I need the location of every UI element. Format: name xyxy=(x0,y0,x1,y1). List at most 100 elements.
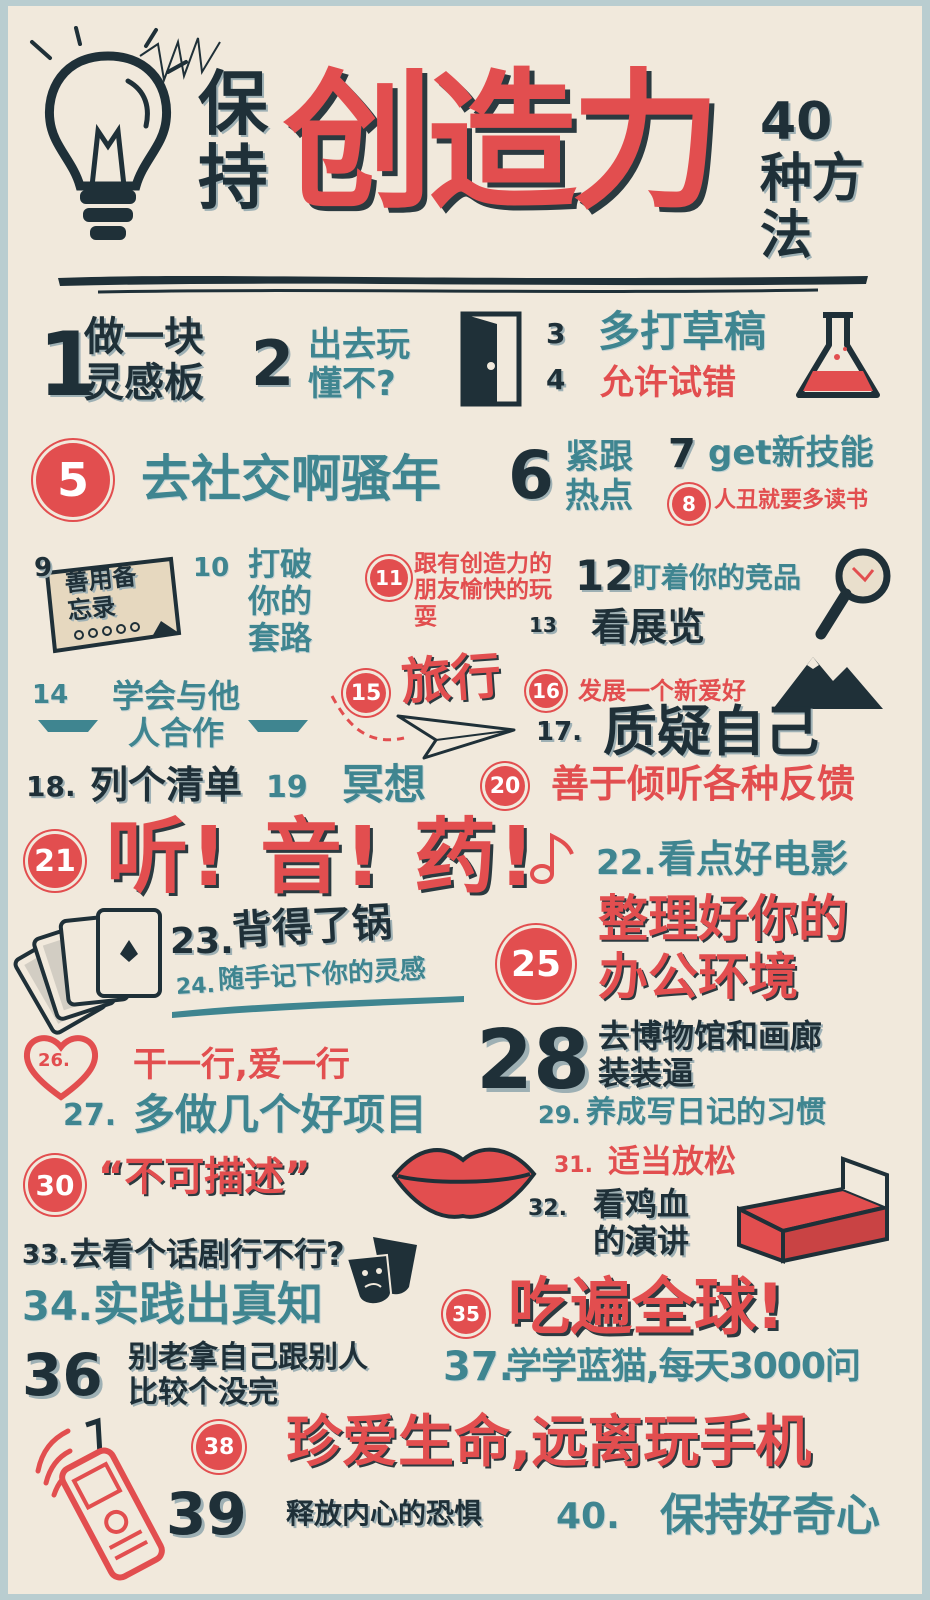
item-23-num: 23. xyxy=(170,921,234,962)
item-3-text: 多打草稿 xyxy=(598,307,767,356)
item-37-text: 学学蓝猫,每天3000问 xyxy=(506,1346,861,1387)
playing-cards-icon xyxy=(13,908,162,1035)
item-19-text: 冥想 xyxy=(342,760,427,809)
item-27-text: 多做几个好项目 xyxy=(133,1090,428,1139)
item-8-badge: 8 xyxy=(672,487,706,521)
item-10-text: 打破你的套路 xyxy=(248,545,313,657)
title-main: 创造力 xyxy=(283,56,721,230)
item-6-num: 6 xyxy=(508,437,554,514)
item-25-badge: 25 xyxy=(500,928,572,1000)
item-40-num: 40. xyxy=(556,1496,620,1537)
item-35-badge: 35 xyxy=(446,1294,486,1334)
item-6-text: 紧跟热点 xyxy=(565,437,633,517)
item-14-text: 学会与他人合作 xyxy=(111,677,240,752)
phone-icon xyxy=(35,1417,165,1581)
item-12-num: 12 xyxy=(575,551,634,600)
bed-icon xyxy=(737,1156,889,1264)
item-40-text: 保持好奇心 xyxy=(660,1490,880,1541)
item-33-text: 去看个话剧行不行? xyxy=(70,1235,345,1273)
underline-stroke-icon xyxy=(172,996,464,1018)
item-33-num: 33. xyxy=(22,1240,69,1270)
item-17-text: 质疑自己 xyxy=(603,700,819,763)
door-icon xyxy=(460,311,522,407)
item-26-num: 26. xyxy=(38,1050,70,1071)
item-29-text: 养成写日记的习惯 xyxy=(586,1095,826,1130)
item-9-num: 9 xyxy=(34,553,53,583)
item-7-text: get新技能 xyxy=(708,433,874,473)
item-30-badge: 30 xyxy=(28,1158,82,1212)
item-20-text: 善于倾听各种反馈 xyxy=(551,762,856,806)
item-22-text: 看点好电影 xyxy=(658,837,849,881)
item-4-text: 允许试错 xyxy=(600,363,736,403)
item-38-text: 珍爱生命,远离玩手机 xyxy=(286,1410,812,1475)
item-5-badge: 5 xyxy=(36,443,110,517)
item-26-text: 干一行,爱一行 xyxy=(133,1045,350,1085)
divider-brushstroke xyxy=(58,276,868,294)
title-right: 40种方法 xyxy=(760,92,865,267)
lightbulb-icon xyxy=(30,26,188,240)
item-34-text: 实践出真知 xyxy=(93,1277,323,1331)
item-7-num: 7 xyxy=(668,431,696,477)
item-8-text: 人丑就要多读书 xyxy=(714,488,869,513)
item-27-num: 27. xyxy=(63,1098,117,1133)
item-39-num: 39 xyxy=(166,1480,247,1548)
item-21-text: 听! 音! 药! xyxy=(106,810,538,905)
theater-masks-icon xyxy=(345,1237,417,1306)
item-28-text: 去博物馆和画廊装装逼 xyxy=(598,1017,823,1092)
item-22-num: 22. xyxy=(596,843,657,883)
scribble-decoration-icon xyxy=(139,37,221,84)
item-16-badge: 16 xyxy=(529,674,563,708)
item-18-text: 列个清单 xyxy=(90,763,243,807)
music-note-icon xyxy=(530,832,574,884)
item-36-text: 别老拿自己跟别人比较个没完 xyxy=(128,1340,368,1410)
item-2-text: 出去玩懂不? xyxy=(308,325,410,405)
item-24-text: 随手记下你的灵感 xyxy=(217,954,427,996)
item-11-text: 跟有创造力的朋友愉快的玩耍 xyxy=(414,551,552,630)
item-5-text: 去社交啊骚年 xyxy=(141,450,441,508)
item-20-badge: 20 xyxy=(485,766,525,806)
flask-icon xyxy=(796,312,880,398)
item-35-text: 吃遍全球! xyxy=(508,1270,785,1343)
item-13-num: 13 xyxy=(529,613,557,637)
item-39-text: 释放内心的恐惧 xyxy=(286,1497,483,1530)
heart-icon xyxy=(23,1035,99,1101)
paper-plane-icon xyxy=(330,695,516,760)
item-10-num: 10 xyxy=(193,553,230,583)
item-30-text: “不可描述” xyxy=(98,1154,311,1200)
item-37-num: 37. xyxy=(443,1344,514,1390)
item-32-text: 看鸡血的演讲 xyxy=(593,1185,690,1260)
item-21-badge: 21 xyxy=(28,834,82,888)
item-12-text: 盯着你的竞品 xyxy=(633,561,802,594)
item-3-num: 3 xyxy=(546,317,566,350)
item-9-text: 善用备忘录 xyxy=(63,562,138,625)
item-23-text: 背得了锅 xyxy=(230,899,394,955)
item-2-num: 2 xyxy=(251,327,295,400)
right-ribbon-icon xyxy=(248,720,308,732)
mountains-icon xyxy=(773,657,883,709)
item-31-num: 31. xyxy=(554,1153,593,1178)
poster: 保持 创造力 40种方法 1 做一块灵感板 2 出去玩懂不? 3 多打草稿 4 … xyxy=(8,6,922,1594)
item-34-num: 34. xyxy=(22,1284,93,1330)
item-19-num: 19 xyxy=(266,770,308,805)
item-16-text: 发展一个新爱好 xyxy=(578,677,746,705)
lips-icon xyxy=(391,1147,537,1219)
left-ribbon-icon xyxy=(38,720,98,732)
item-4-num: 4 xyxy=(546,363,566,396)
item-1-num: 1 xyxy=(38,313,100,416)
magnifier-icon xyxy=(815,548,891,640)
memo-note-icon xyxy=(44,556,182,654)
item-11-badge: 11 xyxy=(370,559,408,597)
item-38-badge: 38 xyxy=(196,1424,242,1470)
item-32-num: 32. xyxy=(528,1196,567,1221)
item-17-num: 17. xyxy=(536,717,583,747)
item-36-num: 36 xyxy=(22,1341,103,1409)
item-18-num: 18. xyxy=(26,770,76,803)
item-29-num: 29. xyxy=(538,1101,581,1129)
item-28-num: 28 xyxy=(476,1013,591,1108)
title-left: 保持 xyxy=(198,63,268,219)
item-14-num: 14 xyxy=(32,680,69,710)
item-25-text: 整理好你的办公环境 xyxy=(598,890,848,1006)
item-31-text: 适当放松 xyxy=(608,1142,737,1180)
item-15-badge: 15 xyxy=(346,673,386,713)
item-1-text: 做一块灵感板 xyxy=(84,314,204,406)
